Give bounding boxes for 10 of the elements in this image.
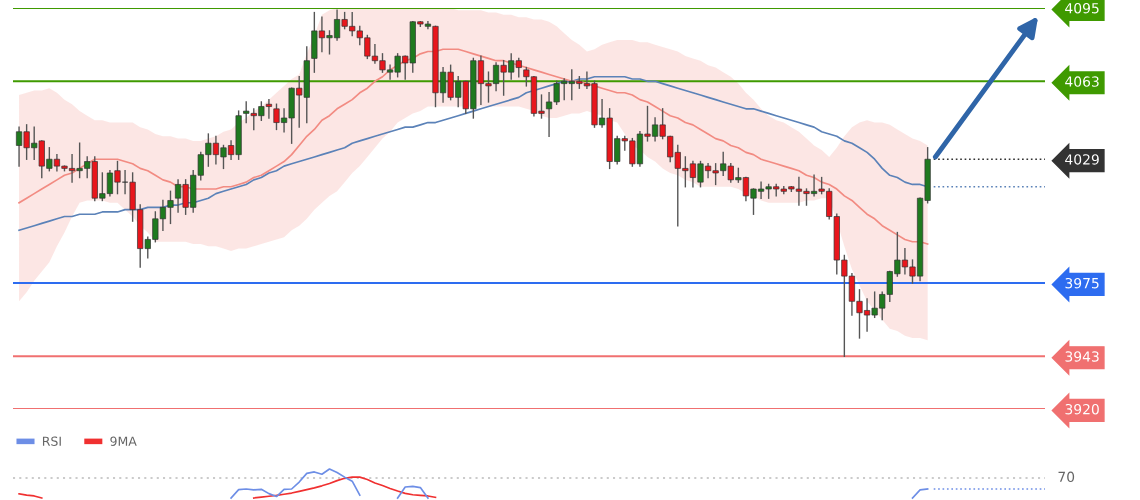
y-tick-label: 3975 xyxy=(1065,277,1099,289)
legend-label: 9MA xyxy=(110,436,137,446)
legend-label: RSI xyxy=(42,436,61,446)
y-tick-label: 3943 xyxy=(1065,351,1099,362)
y-tick-label: 4029 xyxy=(1065,154,1099,165)
text: 70 xyxy=(1058,471,1075,483)
y-tick-label: 3920 xyxy=(1065,403,1099,415)
y-tick-label: 4095 xyxy=(1065,2,1099,14)
y-tick-label: 4063 xyxy=(1065,76,1099,87)
line-series xyxy=(18,48,929,245)
